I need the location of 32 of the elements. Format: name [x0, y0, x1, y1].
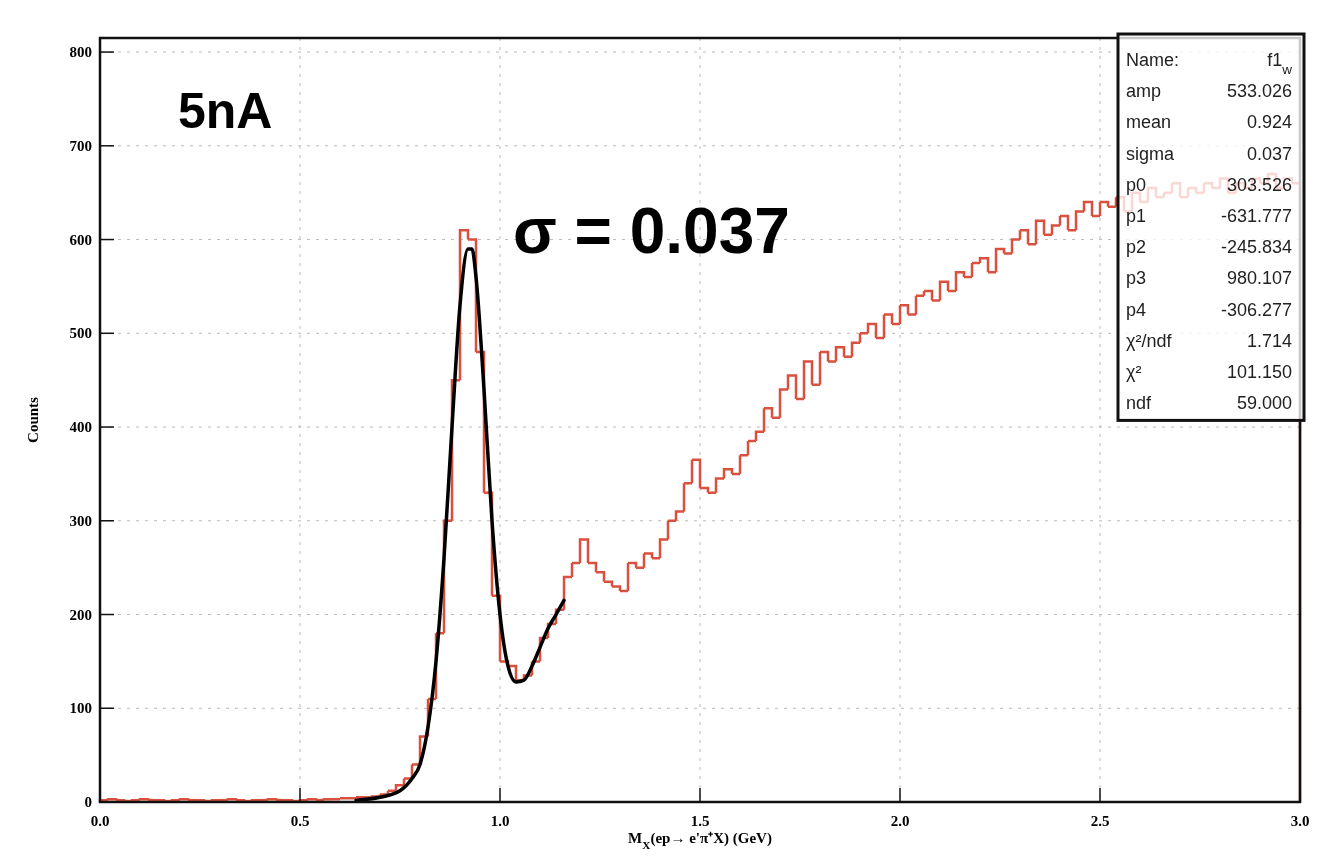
y-tick-label: 700 [69, 137, 92, 154]
text: amp 533.026 [1126, 81, 1292, 102]
x-tick-label: 2.5 [1090, 813, 1110, 829]
text: p1 -631.777 [1126, 206, 1292, 226]
text: ndf 59.000 [1126, 393, 1292, 414]
y-tick-label: 800 [69, 44, 92, 61]
x-tick-label: 2.0 [890, 813, 910, 829]
y-tick-label: 500 [69, 325, 92, 342]
text: p4 -306.277 [1126, 299, 1292, 320]
text: sigma 0.037 [1126, 143, 1292, 164]
x-tick-label: 3.0 [1290, 813, 1310, 829]
y-axis-title: Counts [25, 396, 41, 443]
y-tick-label: 600 [69, 231, 92, 248]
text: p2 -245.834 [1126, 237, 1292, 258]
text: p0 303.526 [1126, 174, 1292, 195]
y-tick-label: 400 [69, 419, 92, 436]
text: Name: f1$_{w}$ [1126, 50, 1292, 77]
annotation: σ = 0.037 [513, 195, 790, 267]
annotation: 5nA [178, 83, 273, 139]
y-tick-label: 200 [69, 606, 92, 623]
y-tick-label: 300 [69, 512, 92, 529]
x-axis-title: M$_{X}$(ep→ e'π⁺X) (GeV) [628, 830, 772, 851]
y-tick-label: 0 [84, 794, 92, 810]
x-tick-label: 0.5 [290, 813, 310, 829]
text: mean 0.924 [1126, 112, 1292, 133]
text: p3 980.107 [1126, 268, 1292, 289]
text: χ²/ndf 1.714 [1126, 330, 1292, 351]
x-tick-label: 0.0 [90, 813, 110, 829]
text: χ² 101.150 [1126, 362, 1292, 382]
x-tick-label: 1.5 [690, 813, 710, 829]
y-tick-label: 100 [69, 700, 92, 717]
x-tick-label: 1.0 [490, 813, 510, 829]
